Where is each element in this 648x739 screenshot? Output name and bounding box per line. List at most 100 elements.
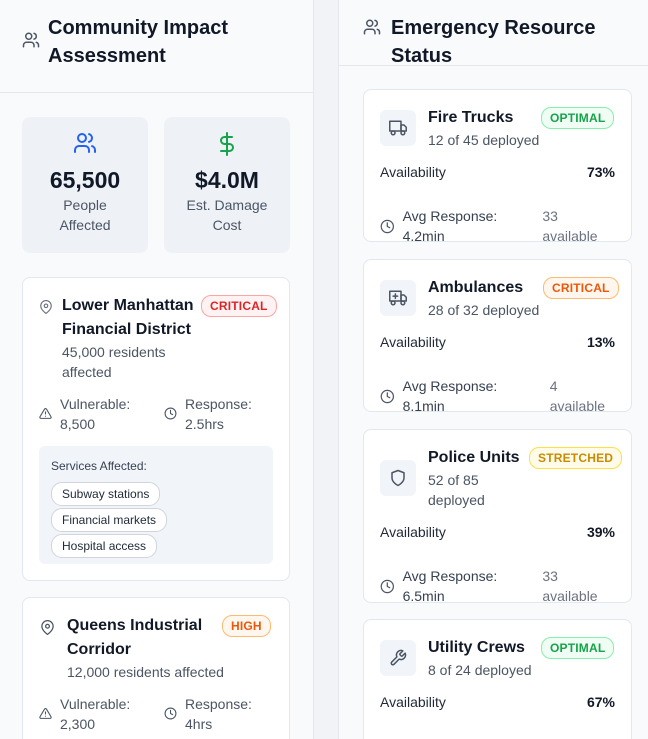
resource-deployed-count: 52 of 85 — [428, 472, 479, 488]
units-available: 33 available — [542, 208, 598, 244]
severity-badge: HIGH — [222, 615, 271, 637]
response-metric: Response: 4hrs — [164, 694, 252, 734]
response-row: Avg Response: 8.1min 4 available — [380, 376, 615, 416]
availability-row: Availability 13% — [380, 332, 615, 352]
users-icon — [22, 32, 40, 48]
vulnerable-label: Vulnerable: — [60, 396, 131, 412]
response-metric: Response: 2.5hrs — [164, 394, 252, 434]
community-panel-title: Community Impact Assessment — [48, 17, 229, 67]
resource-panel-title: Emergency Resource Status — [391, 17, 596, 67]
map-pin-icon — [41, 620, 54, 635]
resource-card-fire-trucks[interactable]: Fire Trucks 12 of 45 deployed OPTIMAL Av… — [363, 89, 632, 244]
availability-value: 67% — [586, 694, 615, 710]
availability-value: 39% — [586, 524, 615, 540]
resource-deployed: 8 of 24 deployed — [428, 662, 532, 678]
status-badge: CRITICAL — [543, 277, 619, 299]
resource-name: Utility Crews — [428, 639, 525, 656]
severity-badge: CRITICAL — [201, 295, 277, 317]
availability-value: 13% — [586, 334, 615, 350]
people-affected-label: People Affected — [59, 197, 111, 233]
availability-label: Availability — [380, 334, 446, 350]
dollar-icon — [220, 132, 234, 156]
response-row: Avg Response: 6.5min 33 available — [380, 566, 615, 606]
community-panel-header: Community Impact Assessment — [0, 0, 313, 93]
shield-icon — [391, 469, 405, 487]
service-chip: Financial markets — [51, 508, 168, 532]
wrench-icon — [390, 649, 407, 666]
resource-deployed: 28 of 32 deployed — [428, 302, 540, 318]
status-badge: OPTIMAL — [541, 637, 615, 659]
vulnerable-metric: Vulnerable: 2,300 — [39, 694, 130, 734]
panel-gap — [314, 0, 338, 739]
availability-label: Availability — [380, 164, 446, 180]
residents-affected: 12,000 residents affected — [67, 664, 224, 680]
status-badge: OPTIMAL — [541, 107, 615, 129]
resource-deployed: 12 of 45 deployed — [428, 132, 540, 148]
response-value: 2.5hrs — [185, 416, 224, 432]
services-title: Services Affected: — [51, 459, 147, 473]
residents-affected: 45,000 residents affected — [62, 344, 166, 380]
damage-cost-stat: $4.0M Est. Damage Cost — [164, 117, 290, 253]
availability-row: Availability 67% — [380, 692, 615, 712]
vulnerable-value: 8,500 — [60, 416, 96, 432]
people-affected-stat: 65,500 People Affected — [22, 117, 148, 253]
vulnerable-metric: Vulnerable: 8,500 — [39, 394, 130, 434]
resource-name: Fire Trucks — [428, 109, 514, 126]
response-value: 4hrs — [185, 716, 213, 732]
area-name: Queens Industrial Corridor — [67, 617, 203, 658]
damage-cost-value: $4.0M — [195, 167, 259, 193]
status-badge: STRETCHED — [529, 447, 623, 469]
resource-name: Ambulances — [428, 279, 524, 296]
ambulance-icon — [389, 290, 407, 306]
avg-response: Avg Response: 4.2min — [402, 208, 498, 244]
units-available: 33 available — [542, 568, 598, 604]
map-pin-icon — [40, 300, 52, 314]
resource-name: Police Units — [428, 449, 520, 466]
availability-row: Availability 73% — [380, 162, 615, 182]
people-affected-value: 65,500 — [49, 167, 121, 193]
resource-icon-box — [380, 110, 416, 146]
truck-icon — [389, 120, 407, 136]
area-name: Lower Manhattan Financial District — [62, 297, 194, 338]
clock-icon — [164, 707, 177, 720]
service-chip: Subway stations — [51, 482, 161, 506]
avg-response: Avg Response: 8.1min — [402, 378, 498, 414]
response-label: Response: — [185, 396, 252, 412]
resource-deployed-suffix: deployed — [428, 492, 485, 508]
clock-icon — [380, 579, 394, 593]
resource-icon-box — [380, 280, 416, 316]
vulnerable-label: Vulnerable: — [60, 696, 131, 712]
units-available: 4 available — [549, 378, 605, 414]
resource-icon-box — [380, 460, 416, 496]
clock-icon — [380, 219, 394, 233]
avg-response: Avg Response: 6.5min — [402, 568, 498, 604]
area-card-lower-manhattan[interactable]: Lower Manhattan Financial District CRITI… — [22, 277, 290, 581]
clock-icon — [164, 407, 177, 420]
availability-value: 73% — [586, 164, 615, 180]
availability-row: Availability 39% — [380, 522, 615, 542]
damage-cost-label: Est. Damage Cost — [186, 197, 268, 233]
response-row: Avg Response: 4.2min 33 available — [380, 206, 615, 246]
resource-panel-header: Emergency Resource Status — [339, 0, 648, 67]
resource-card-police-units[interactable]: Police Units 52 of 85 deployed STRETCHED… — [363, 429, 632, 606]
services-affected: Services Affected: Subway stations Finan… — [39, 446, 273, 564]
resource-icon-box — [380, 640, 416, 676]
resource-card-utility-crews[interactable]: Utility Crews 8 of 24 deployed OPTIMAL A… — [363, 619, 632, 739]
impact-stats: 65,500 People Affected $4.0M Est. Damage… — [22, 117, 290, 253]
emergency-resource-panel: Emergency Resource Status Fire Trucks 12… — [338, 0, 648, 739]
area-card-queens[interactable]: Queens Industrial Corridor HIGH 12,000 r… — [22, 597, 290, 739]
resource-card-ambulances[interactable]: Ambulances 28 of 32 deployed CRITICAL Av… — [363, 259, 632, 414]
availability-label: Availability — [380, 694, 446, 710]
clock-icon — [380, 389, 395, 403]
response-label: Response: — [185, 696, 252, 712]
alert-triangle-icon — [39, 708, 52, 719]
resource-deployed: 52 of 85 deployed — [428, 470, 485, 510]
service-chip: Hospital access — [51, 534, 158, 558]
availability-label: Availability — [380, 524, 446, 540]
vulnerable-value: 2,300 — [60, 716, 96, 732]
users-icon — [363, 19, 381, 35]
community-impact-panel: Community Impact Assessment 65,500 Peopl… — [0, 0, 314, 739]
users-icon — [74, 133, 96, 153]
alert-triangle-icon — [39, 408, 52, 419]
